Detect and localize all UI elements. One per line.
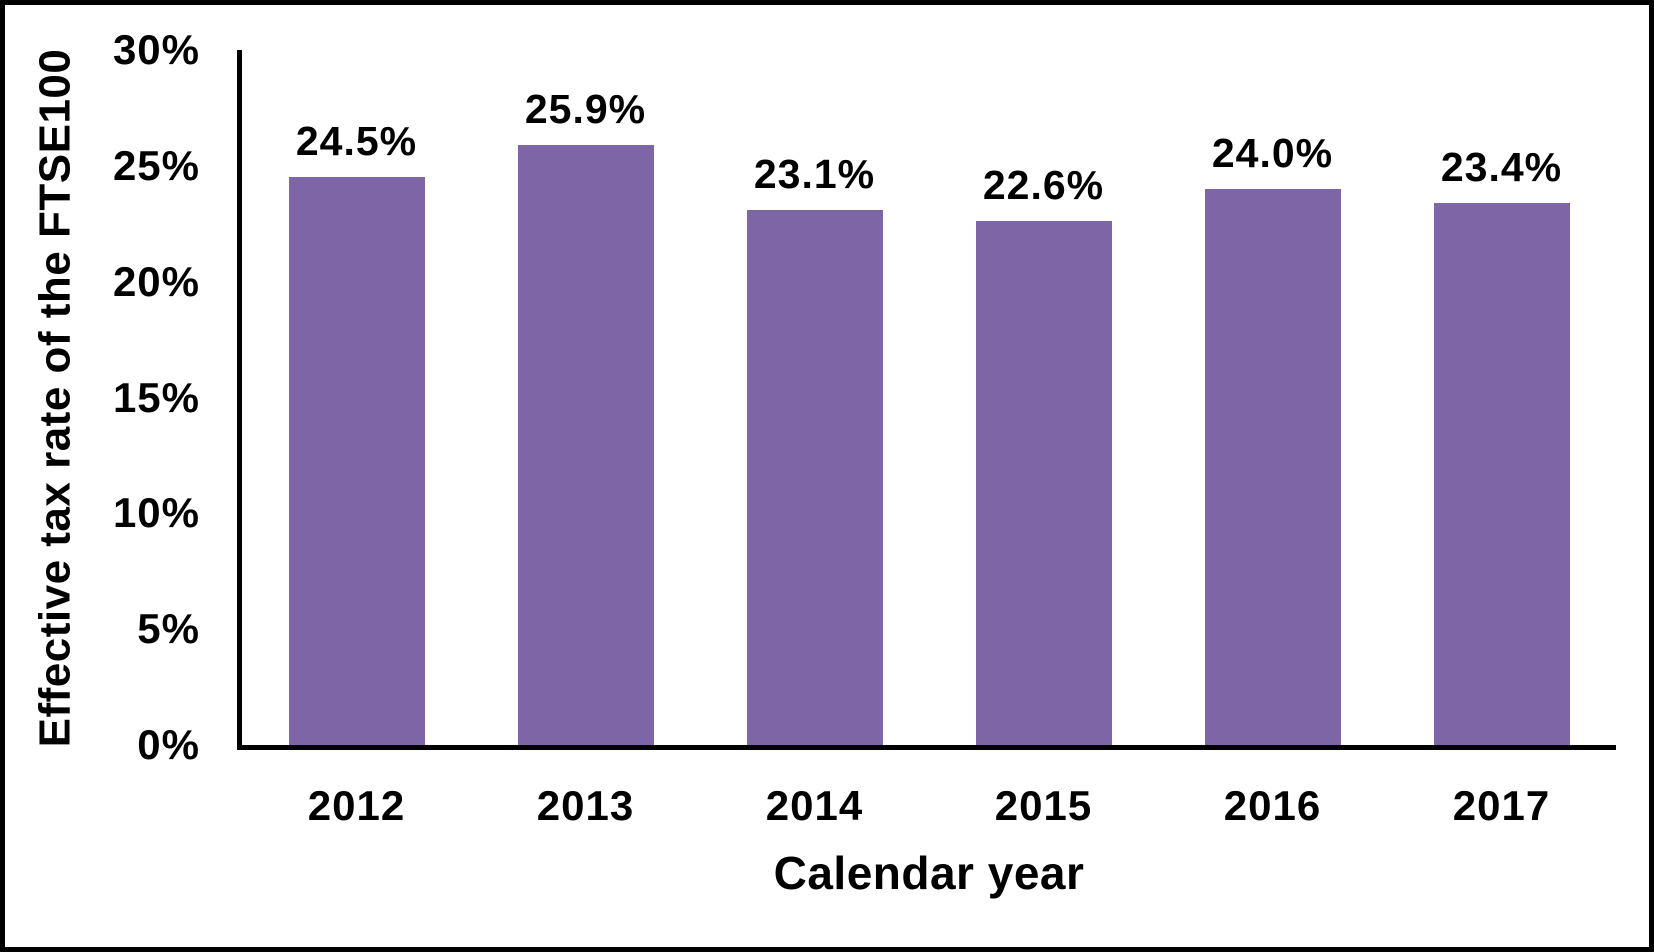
y-tick-label: 5%	[137, 605, 200, 653]
y-tick-label: 0%	[137, 721, 200, 768]
bar-slot-2016: 24.0%	[1158, 50, 1387, 745]
x-tick-label: 2012	[307, 782, 406, 829]
bar-value-label: 24.0%	[1211, 130, 1334, 176]
bar-slot-2015: 22.6%	[929, 50, 1158, 745]
plot-area: 24.5% 25.9% 23.1% 22.6% 24.0% 23.4%	[237, 50, 1616, 750]
bar-value-label: 23.1%	[753, 150, 876, 197]
bar-slot-2014: 23.1%	[700, 50, 929, 745]
bar-2015	[975, 221, 1112, 745]
bar-value-label: 22.6%	[982, 162, 1105, 209]
bar-series: 24.5% 25.9% 23.1% 22.6% 24.0% 23.4%	[242, 50, 1616, 745]
x-tick-label: 2015	[994, 782, 1093, 829]
bar-value-label: 23.4%	[1440, 143, 1563, 190]
bar-slot-2017: 23.4%	[1387, 50, 1616, 745]
bar-slot-2013: 25.9%	[471, 50, 700, 745]
y-tick-label: 15%	[112, 373, 200, 421]
bar-2013	[517, 144, 654, 745]
x-tick-label: 2016	[1223, 782, 1322, 829]
bar-value-label: 25.9%	[524, 85, 647, 132]
x-tick-label: 2013	[536, 782, 635, 829]
bar-2016	[1204, 189, 1341, 745]
y-tick-label: 25%	[112, 141, 200, 189]
bar-2012	[288, 177, 425, 745]
y-tick-label: 10%	[112, 489, 200, 537]
x-axis-title: Calendar year	[773, 847, 1085, 899]
y-tick-label: 20%	[112, 257, 200, 305]
bar-2014	[746, 209, 883, 745]
x-tick-label: 2017	[1452, 782, 1551, 829]
x-tick-label: 2014	[765, 782, 864, 829]
bar-value-label: 24.5%	[295, 118, 418, 165]
bar-slot-2012: 24.5%	[242, 50, 471, 745]
bar-2017	[1433, 202, 1570, 745]
y-tick-label: 30%	[112, 26, 200, 73]
x-axis-labels: 2012 2013 2014 2015 2016 2017	[242, 782, 1616, 830]
